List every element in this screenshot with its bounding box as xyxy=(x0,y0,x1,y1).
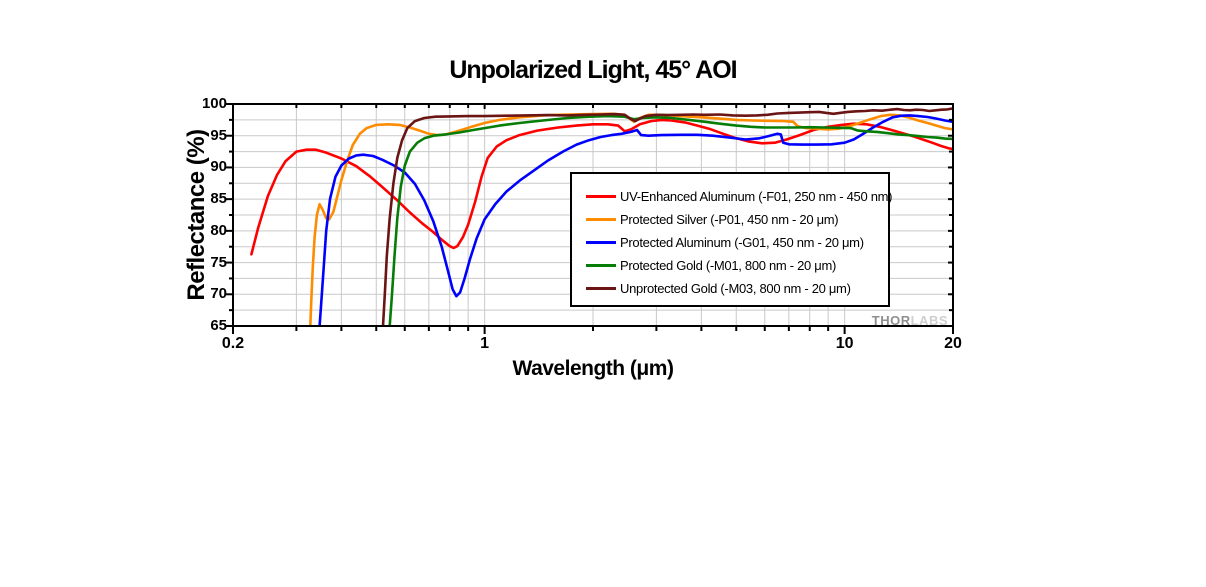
legend-item: Protected Aluminum (-G01, 450 nm - 20 μm… xyxy=(586,231,888,254)
series-curves xyxy=(250,107,953,326)
legend-item: UV-Enhanced Aluminum (-F01, 250 nm - 450… xyxy=(586,185,893,208)
legend-label: Protected Aluminum (-G01, 450 nm - 20 μm… xyxy=(620,235,864,250)
y-tick-label: 75 xyxy=(210,253,227,271)
legend-line-sample xyxy=(586,287,616,290)
y-tick-label: 90 xyxy=(210,158,227,176)
axis-ticks xyxy=(226,103,954,334)
legend-item: Unprotected Gold (-M03, 800 nm - 20 μm) xyxy=(586,277,888,300)
legend-line-sample xyxy=(586,218,616,221)
thorlabs-watermark: THORLABS xyxy=(806,313,948,328)
x-tick-label: 20 xyxy=(944,335,962,352)
y-tick-label: 80 xyxy=(210,221,227,239)
series-curve xyxy=(318,114,953,326)
x-tick-label: 10 xyxy=(835,335,854,352)
watermark-thor: THOR xyxy=(871,313,911,328)
series-curve xyxy=(381,107,953,326)
legend-label: Protected Silver (-P01, 450 nm - 20 μm) xyxy=(620,212,839,227)
watermark-labs: LABS xyxy=(910,313,948,328)
legend-label: UV-Enhanced Aluminum (-F01, 250 nm - 450… xyxy=(620,189,893,204)
legend-line-sample xyxy=(586,241,616,244)
y-tick-label: 100 xyxy=(201,95,227,112)
legend-label: Protected Gold (-M01, 800 nm - 20 μm) xyxy=(620,258,837,273)
y-tick-label: 70 xyxy=(210,285,227,303)
legend: UV-Enhanced Aluminum (-F01, 250 nm - 450… xyxy=(570,172,893,307)
series-curve xyxy=(388,114,953,326)
legend-rows: UV-Enhanced Aluminum (-F01, 250 nm - 450… xyxy=(586,185,893,300)
legend-item: Protected Silver (-P01, 450 nm - 20 μm) xyxy=(586,208,888,231)
legend-label: Unprotected Gold (-M03, 800 nm - 20 μm) xyxy=(620,281,851,296)
chart-title: Unpolarized Light, 45° AOI xyxy=(449,56,737,84)
legend-item: Protected Gold (-M01, 800 nm - 20 μm) xyxy=(586,254,888,277)
y-tick-label: 85 xyxy=(210,190,227,208)
x-tick-label: 1 xyxy=(480,335,490,352)
series-curve xyxy=(250,118,953,256)
y-tick-label: 65 xyxy=(210,317,227,334)
y-tick-label: 95 xyxy=(210,126,227,144)
x-axis-label: Wavelength (μm) xyxy=(512,357,674,380)
x-tick-label: 0.2 xyxy=(221,335,245,352)
legend-line-sample xyxy=(586,264,616,267)
legend-line-sample xyxy=(586,195,616,198)
